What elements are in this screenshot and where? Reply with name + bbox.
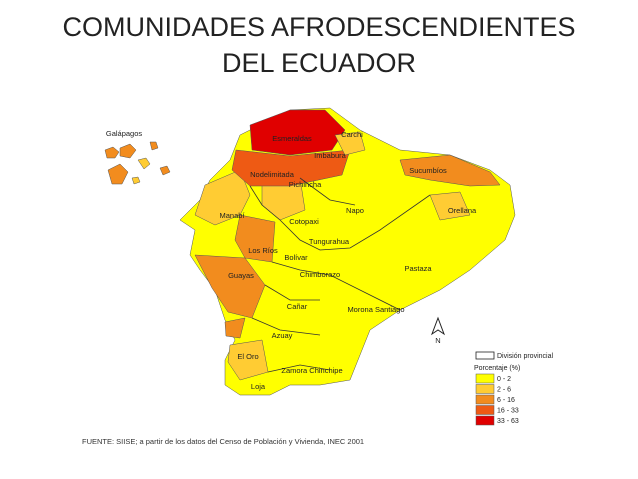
legend-swatch [475,394,495,405]
region [234,214,276,263]
title-line: COMUNIDADES AFRODESCENDIENTES [62,12,575,42]
province-label: Esmeraldas [272,134,312,143]
province-label: Morona Santiago [347,305,404,314]
legend-label: 6 - 16 [497,397,515,404]
island [137,157,151,170]
province-label: Manabí [219,211,245,220]
province-label: Zamora Chinchipe [281,366,342,375]
island [149,141,159,151]
province-label: Los Ríos [248,246,278,255]
region [429,191,471,221]
province-label: Galápagos [106,129,143,138]
province-labels: Galápagos Esmeraldas Carchi Imbabura Suc… [106,129,477,391]
source-note: FUENTE: SIISE; a partir de los datos del… [82,437,364,446]
legend-swatch [475,405,495,415]
region [399,154,501,187]
north-label: N [435,336,440,345]
province-label: Sucumbíos [409,166,447,175]
legend-label: División provincial [497,353,553,360]
region [227,339,269,381]
province-label: Chimborazo [300,270,340,279]
province-label: Tungurahua [309,237,350,246]
province-label: Bolívar [284,253,308,262]
island [119,143,137,159]
province-label: Napo [346,206,364,215]
province-label: Cañar [287,302,308,311]
province-label: Azuay [272,331,293,340]
legend-title: Porcentaje (%) [474,365,520,372]
province-label: Pichincha [289,180,322,189]
province-label: Nodelimitada [250,170,295,179]
region [334,131,366,156]
legend-label: 33 - 63 [497,418,519,425]
legend-swatch [475,384,495,394]
legend-label: 2 - 6 [497,387,511,394]
legend-swatch [475,373,495,384]
map [104,107,516,396]
legend-label: 0 - 2 [497,376,511,383]
province-label: Carchi [341,130,363,139]
region [231,149,351,187]
legend-swatch [475,415,495,426]
boundary-swatch [475,351,495,360]
island [104,146,120,159]
legend-label: 16 - 33 [497,408,519,415]
island [131,176,141,185]
province-label: El Oro [237,352,258,361]
north-arrow: N [430,316,446,345]
island [107,163,129,185]
legend: División provincial Porcentaje (%) 0 - 2… [474,351,553,426]
province-label: Cotopaxi [289,217,319,226]
province-label: Loja [251,382,266,391]
province-label: Guayas [228,271,254,280]
boundary [249,177,431,373]
island [159,165,171,176]
province-label: Imbabura [314,151,347,160]
province-label: Pastaza [404,264,432,273]
province-label: Orellana [448,206,477,215]
arrow [430,316,446,336]
region [224,317,246,339]
title-line: DEL ECUADOR [222,48,416,78]
